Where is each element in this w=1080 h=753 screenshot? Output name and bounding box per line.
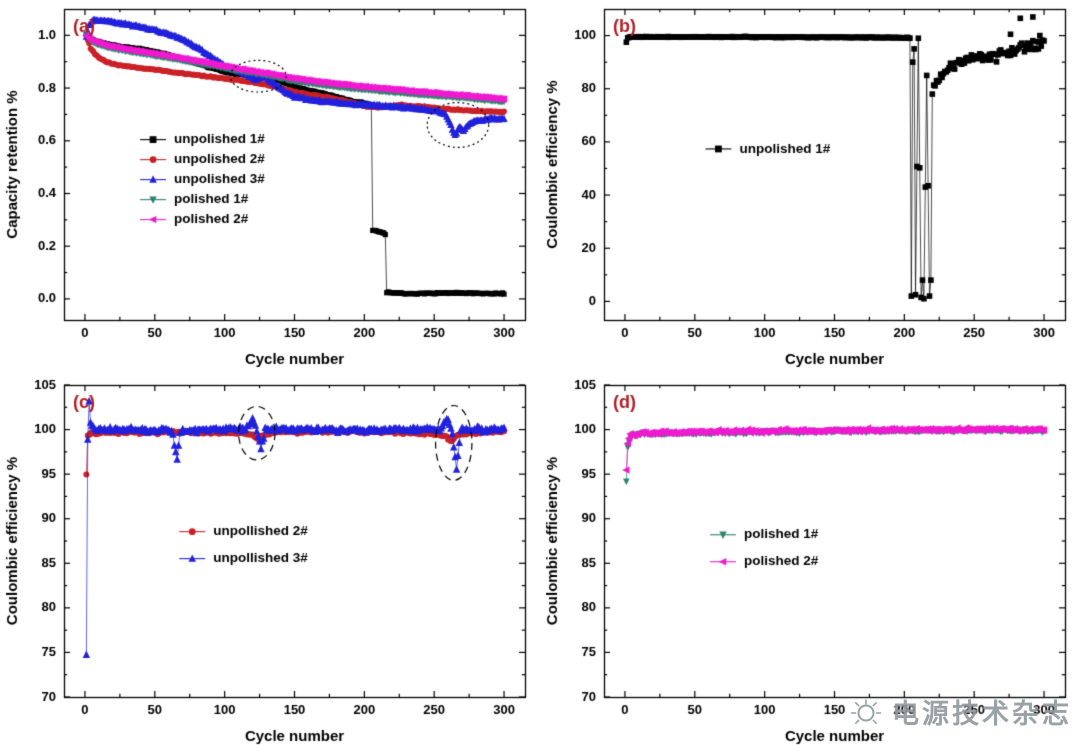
watermark-logo-icon [850,698,882,724]
watermark-text: 电源技术杂志 [892,699,1072,729]
capacity-retention-chart [0,0,540,376]
coulombic-efficiency-polished-chart [540,376,1080,753]
watermark: 电源技术杂志 [848,692,1072,731]
coulombic-efficiency-unpolished-2-3-chart [0,376,540,753]
coulombic-efficiency-unpolished-1-chart [540,0,1080,376]
